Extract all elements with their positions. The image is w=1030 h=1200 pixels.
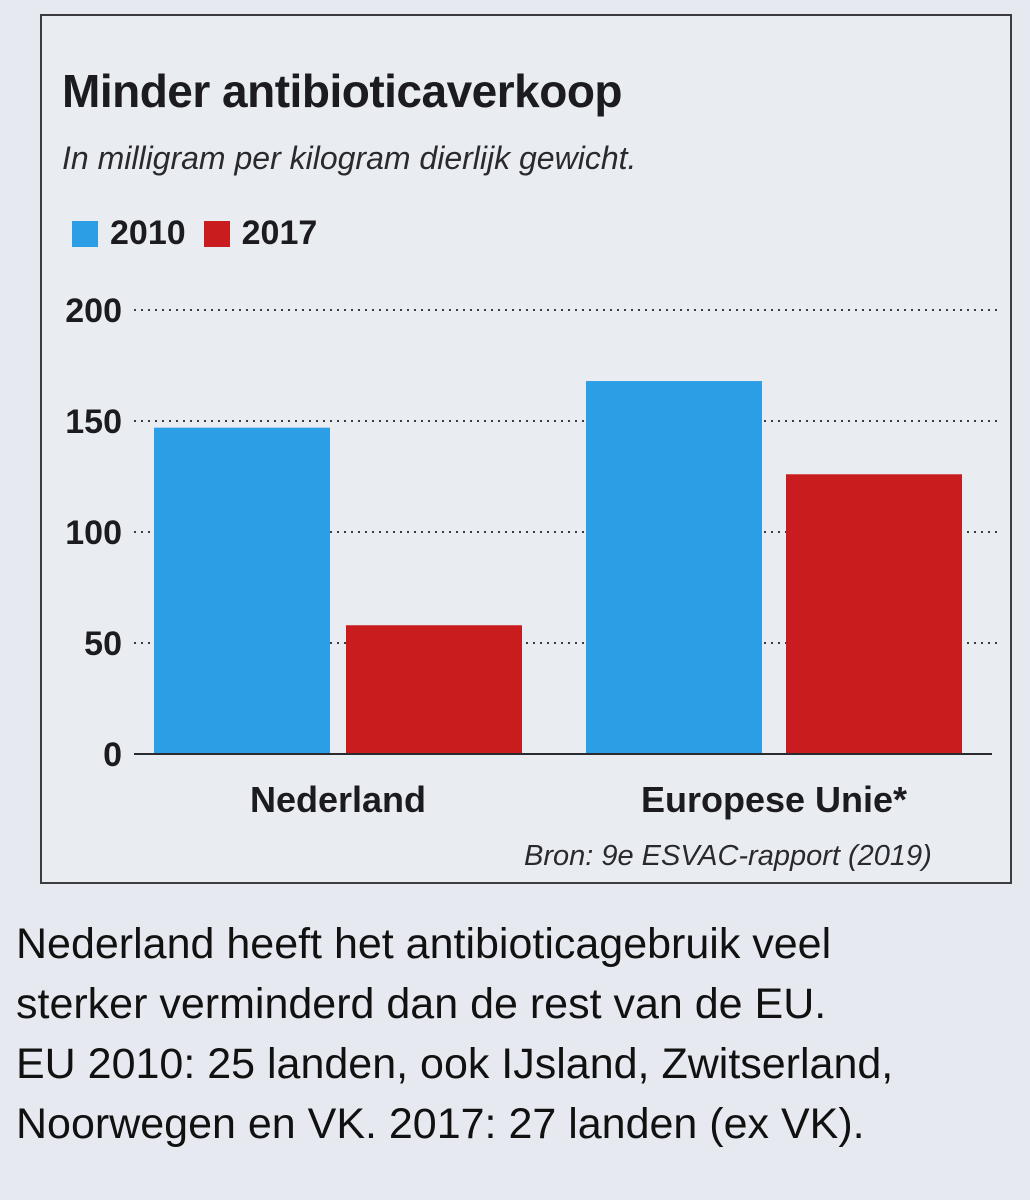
chart-title: Minder antibioticaverkoop	[62, 65, 623, 117]
y-tick-label: 50	[84, 625, 122, 663]
bar-2017-nederland	[346, 625, 522, 754]
source-note: Bron: 9e ESVAC-rapport (2019)	[524, 840, 932, 872]
legend-swatch-2017	[203, 220, 230, 247]
legend-label-2010: 2010	[110, 214, 186, 252]
bar-2010-nederland	[154, 427, 330, 754]
caption-line: Noorwegen en VK. 2017: 27 landen (ex VK)…	[16, 1100, 865, 1148]
legend-item-2010: 2010	[72, 214, 186, 253]
legend-label-2017: 2017	[241, 214, 318, 252]
x-category-label: Nederland	[250, 779, 426, 820]
y-tick-label: 0	[103, 736, 122, 774]
caption-line: Nederland heeft het antibioticagebruik v…	[16, 920, 832, 968]
legend: 2010 2017	[72, 214, 335, 253]
chart-subtitle: In milligram per kilogram dierlijk gewic…	[62, 140, 637, 176]
caption-line: EU 2010: 25 landen, ook IJsland, Zwitser…	[16, 1040, 894, 1088]
x-category-label: Europese Unie*	[641, 779, 907, 820]
legend-swatch-2010	[72, 220, 98, 247]
caption: Nederland heeft het antibioticagebruik v…	[16, 914, 1016, 1154]
bar-2010-europese-unie	[586, 381, 762, 754]
legend-item-2017: 2017	[203, 214, 318, 253]
bar-2017-europese-unie	[786, 474, 962, 754]
caption-line: sterker verminderd dan de rest van de EU…	[16, 980, 827, 1028]
y-tick-label: 100	[65, 514, 122, 552]
bar-chart: 0 50 100 150 200 Nederland Europese Unie*	[65, 292, 1000, 820]
y-tick-label: 200	[65, 292, 122, 330]
y-tick-label: 150	[65, 403, 122, 441]
